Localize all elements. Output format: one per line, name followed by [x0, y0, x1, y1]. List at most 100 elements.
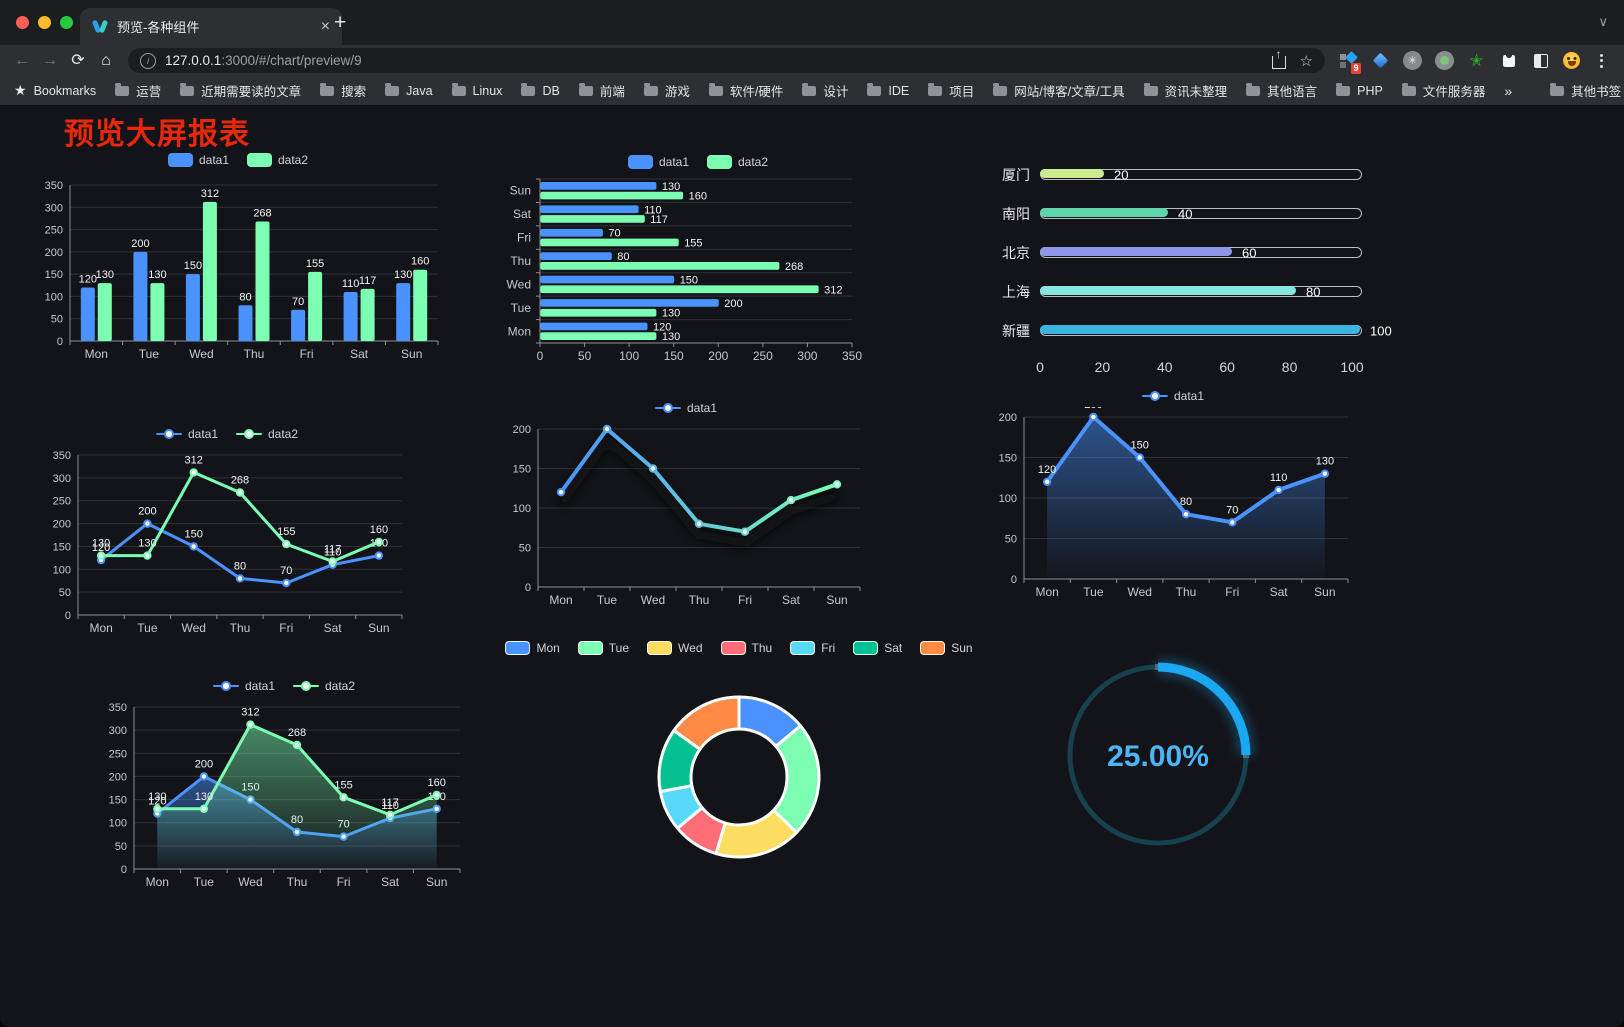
new-tab-button[interactable]: + — [334, 11, 347, 34]
chart-donut[interactable]: Mon Tue Wed Thu Fri Sat Sun — [505, 637, 973, 923]
svg-text:0: 0 — [121, 864, 127, 876]
chart-city-progress[interactable]: 厦门 20 南阳 40 北京 60 上海 80 新疆 1 — [986, 155, 1392, 397]
svg-text:Mon: Mon — [508, 324, 531, 338]
bookmarks-overflow-icon[interactable]: » — [1504, 82, 1513, 99]
bookmark-folder[interactable]: 搜索 — [320, 81, 366, 100]
svg-text:150: 150 — [45, 269, 63, 281]
two-series-area-plot[interactable]: 0 50 100 150 200 250 300 350 Mon Tue Wed Thu Fri Sat S… — [94, 697, 474, 891]
legend-item[interactable]: data2 — [707, 155, 768, 169]
chart-blue-area-line[interactable]: data1 0 50 100 150 200 Mon Tue Wed Thu Fri Sat Sun 12… — [984, 385, 1362, 601]
legend-item[interactable]: data2 — [247, 153, 308, 167]
blue-area-line-plot[interactable]: 0 50 100 150 200 Mon Tue Wed Thu Fri Sat Sun 120 200 1… — [984, 407, 1362, 601]
bookmark-folder[interactable]: DB — [521, 82, 560, 98]
donut-plot[interactable] — [546, 659, 932, 923]
bookmark-folder[interactable]: PHP — [1336, 82, 1383, 98]
tabstrip-chevron-icon[interactable]: ∨ — [1598, 14, 1608, 29]
chart-grouped-bar[interactable]: data1 data2 0 50 100 150 200 250 300 350 Mon Tue Wed… — [28, 149, 448, 365]
legend-item[interactable]: Mon — [505, 641, 560, 655]
bookmark-folder[interactable]: 前端 — [578, 81, 625, 100]
bookmark-folder[interactable]: Linux — [451, 82, 502, 98]
chart-horizontal-bar[interactable]: data1 data2 0 50 100 150 200 250 300 350 Sun 130 160… — [498, 151, 898, 367]
progress-row[interactable]: 南阳 40 — [986, 194, 1362, 233]
address-bar[interactable]: i 127.0.0.1:3000/#/chart/preview/9 ↑ ☆ — [128, 47, 1325, 73]
svg-text:300: 300 — [45, 202, 63, 214]
svg-text:70: 70 — [608, 228, 620, 240]
legend-item[interactable]: Tue — [577, 641, 629, 655]
bookmark-folder[interactable]: Java — [385, 82, 433, 98]
extension-icon-gem[interactable] — [1371, 51, 1390, 70]
chart-two-series-area[interactable]: data1 data2 0 50 100 150 200 250 300 350 Mon Tue Wed… — [94, 675, 474, 891]
chart-gradient-line[interactable]: data1 0 50 100 150 200 Mon Tue Wed Thu Fri Sat Sun — [498, 397, 874, 609]
other-bookmarks-folder[interactable]: 其他书签 — [1550, 81, 1621, 100]
legend-item[interactable]: data1 — [212, 679, 275, 693]
site-info-icon[interactable]: i — [140, 52, 156, 69]
chart-two-series-line[interactable]: data1 data2 0 50 100 150 200 250 300 350 Mon Tue Wed… — [38, 423, 416, 637]
progress-track: 100 — [1040, 323, 1392, 338]
svg-text:Tue: Tue — [597, 593, 618, 607]
extension-icon-contrast[interactable] — [1531, 51, 1550, 70]
bookmarks-manager[interactable]: ★ Bookmarks — [14, 82, 97, 98]
gradient-line-plot[interactable]: 0 50 100 150 200 Mon Tue Wed Thu Fri Sat Sun — [498, 419, 874, 609]
legend-item[interactable]: Wed — [647, 641, 703, 655]
svg-text:250: 250 — [45, 225, 63, 237]
svg-text:0: 0 — [525, 582, 531, 594]
legend-item[interactable]: data1 — [167, 153, 229, 167]
extension-icon-asterisk[interactable]: ✳ — [1403, 51, 1422, 70]
legend-item[interactable]: data1 — [627, 155, 689, 169]
legend-item[interactable]: Sat — [853, 641, 902, 655]
progress-row[interactable]: 厦门 20 — [986, 155, 1362, 194]
bookmark-star-icon[interactable]: ☆ — [1299, 52, 1313, 70]
bookmark-folder[interactable]: 项目 — [928, 81, 974, 100]
extension-icon-downloads[interactable]: 9 — [1339, 51, 1361, 74]
bookmark-folder[interactable]: 运营 — [115, 81, 161, 100]
browser-menu-icon[interactable] — [1593, 53, 1610, 68]
bookmark-folder[interactable]: 设计 — [802, 81, 848, 100]
bookmark-folder[interactable]: 软件/硬件 — [708, 81, 783, 100]
bookmark-folder[interactable]: 近期需要读的文章 — [180, 81, 301, 100]
zoom-window-button[interactable] — [60, 16, 73, 29]
bookmark-folder[interactable]: 游戏 — [643, 81, 690, 100]
reload-button[interactable]: ⟳ — [71, 51, 85, 69]
progress-label: 南阳 — [1002, 205, 1030, 222]
bookmark-folder[interactable]: 资讯未整理 — [1143, 81, 1227, 100]
legend-item[interactable]: data2 — [293, 679, 355, 693]
bookmark-folder[interactable]: IDE — [867, 82, 909, 98]
progress-row[interactable]: 上海 80 — [986, 272, 1362, 311]
extension-icon-emoji[interactable] — [1563, 52, 1580, 69]
gauge-plot[interactable]: 25.00% — [1052, 649, 1264, 861]
svg-text:Wed: Wed — [189, 347, 213, 361]
home-button[interactable]: ⌂ — [101, 51, 111, 69]
grouped-bar-plot[interactable]: 0 50 100 150 200 250 300 350 Mon Tue Wed Thu Fri Sat S… — [28, 171, 448, 365]
active-tab[interactable]: 预览-各种组件 × — [80, 8, 342, 45]
legend-item[interactable]: data1 — [654, 401, 717, 415]
legend-item[interactable]: data2 — [236, 427, 298, 441]
progress-row[interactable]: 北京 60 — [986, 233, 1362, 272]
forward-button[interactable]: → — [42, 51, 58, 69]
progress-row[interactable]: 新疆 100 — [986, 311, 1392, 350]
svg-text:100: 100 — [53, 564, 71, 576]
legend-item[interactable]: Thu — [720, 641, 772, 655]
chart-legend: data1 data2 — [28, 149, 448, 171]
tab-close-icon[interactable]: × — [320, 17, 330, 35]
share-icon[interactable]: ↑ — [1271, 47, 1286, 69]
extension-icon-puzzle[interactable] — [1499, 51, 1518, 70]
legend-item[interactable]: data1 — [155, 427, 218, 441]
legend-item[interactable]: Fri — [790, 641, 835, 655]
bookmark-folder[interactable]: 其他语言 — [1246, 81, 1317, 100]
two-series-line-plot[interactable]: 0 50 100 150 200 250 300 350 Mon Tue Wed Thu Fri Sat S… — [38, 445, 416, 637]
svg-text:Thu: Thu — [510, 254, 531, 268]
close-window-button[interactable] — [16, 16, 29, 29]
extension-icon-green-star[interactable]: ✭ — [1469, 51, 1484, 70]
svg-text:Thu: Thu — [287, 875, 308, 889]
bookmark-folder[interactable]: 文件服务器 — [1401, 81, 1485, 100]
svg-text:130: 130 — [148, 269, 166, 281]
chart-gauge[interactable]: 25.00% — [1052, 649, 1264, 861]
back-button[interactable]: ← — [14, 51, 30, 69]
legend-item[interactable]: data1 — [1141, 389, 1204, 403]
progress-value: 60 — [1242, 245, 1257, 260]
bookmark-folder[interactable]: 网站/博客/文章/工具 — [993, 81, 1125, 100]
legend-item[interactable]: Sun — [920, 641, 973, 655]
extension-icon-green-dot[interactable] — [1435, 51, 1454, 70]
minimize-window-button[interactable] — [38, 16, 51, 29]
